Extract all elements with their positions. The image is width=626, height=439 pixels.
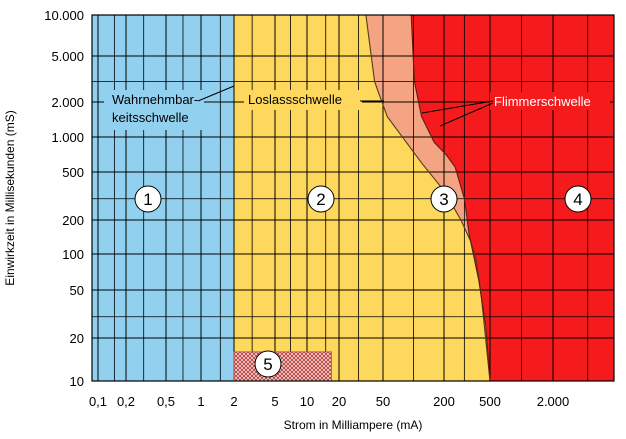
annotation-3-leader-lower [439, 102, 494, 127]
annotation-3-leader-upper [421, 100, 494, 114]
annotation-1-leader [197, 85, 235, 102]
zone-4-marker-circle [564, 185, 592, 213]
plot-frame [91, 14, 615, 382]
zone-1-marker: 1 [134, 185, 162, 213]
annotation-1-text-line-2: keitsschwelle [112, 110, 189, 125]
marker-layer: 1 2 3 4 5 [134, 185, 592, 378]
x-tick-label: 500 [479, 394, 501, 409]
x-axis-title: Strom in Milliampere (mA) [284, 418, 423, 432]
y-tick-label: 2.000 [51, 95, 84, 110]
zone-2-marker: 2 [307, 185, 335, 213]
y-tick-label: 200 [62, 213, 84, 228]
x-tick-label: 0,5 [157, 394, 175, 409]
x-tick-label: 2 [230, 394, 237, 409]
zone-5-marker: 5 [254, 350, 282, 378]
x-tick-label: 20 [332, 394, 346, 409]
annotation-1-background [104, 90, 204, 130]
zones-layer [92, 15, 614, 381]
annotation-2-text-line-1: Loslassschwelle [248, 92, 342, 107]
zone-5-marker-label: 5 [263, 355, 272, 374]
x-tick-label: 0,2 [117, 394, 135, 409]
annotation-3-text-line-1: Flimmerschwelle [494, 94, 591, 109]
zone-3-area [365, 15, 490, 381]
annotation-1: Wahrnehmbar-keitsschwelle [104, 85, 235, 130]
zone-3-marker-label: 3 [439, 190, 448, 209]
annotation-2: Loslassschwelle [244, 90, 384, 110]
x-tick-label: 200 [433, 394, 455, 409]
x-tick-label: 1 [197, 394, 204, 409]
x-tick-label: 0,1 [89, 394, 107, 409]
zone-1-area [92, 15, 234, 381]
zone-4-marker: 4 [564, 185, 592, 213]
annotation-3: Flimmerschwelle [421, 92, 610, 127]
annotation-2-background [244, 90, 362, 110]
annotation-1-text-line-1: Wahrnehmbar- [112, 92, 198, 107]
x-tick-label: 10 [300, 394, 314, 409]
annotation-3-background [490, 92, 610, 110]
zone-5-area [233, 351, 332, 382]
x-tick-label: 2.000 [537, 394, 570, 409]
zone-3-marker: 3 [430, 185, 458, 213]
x-tick-label: 5 [271, 394, 278, 409]
hatch-layer [233, 351, 332, 382]
y-tick-label: 100 [62, 247, 84, 262]
y-tick-label: 1.000 [51, 130, 84, 145]
y-tick-label: 50 [70, 283, 84, 298]
y-axis-title: Einwirkzeit in Millisekunden (mS) [3, 110, 17, 285]
zone-2-marker-circle [307, 185, 335, 213]
y-tick-label: 10.000 [44, 8, 84, 23]
label-layer: Wahrnehmbar-keitsschwelle Loslassschwelle… [104, 85, 610, 130]
zone-1-marker-circle [134, 185, 162, 213]
zone-1-marker-label: 1 [143, 190, 152, 209]
zone-5-marker-circle [254, 350, 282, 378]
zone-4-marker-label: 4 [573, 190, 582, 209]
boundary-flimmerschwelle [410, 15, 491, 381]
zone-2-marker-label: 2 [316, 190, 325, 209]
y-tick-label: 500 [62, 165, 84, 180]
x-tick-label: 50 [376, 394, 390, 409]
zone-3-marker-circle [430, 185, 458, 213]
tick-layer: 0,1 0,2 0,5 1 2 5 10 20 50 200 500 2.000 10 20 50 100 20… [44, 8, 569, 409]
y-tick-label: 10 [70, 374, 84, 389]
y-tick-label: 5.000 [51, 49, 84, 64]
y-tick-label: 20 [70, 331, 84, 346]
